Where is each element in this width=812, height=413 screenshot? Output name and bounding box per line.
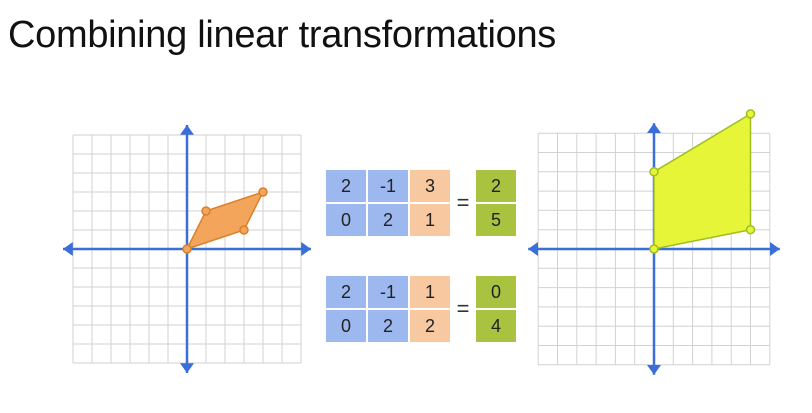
result-cell: 4: [476, 310, 516, 342]
result-cell: 0: [476, 276, 516, 308]
vector-cell: 1: [410, 276, 450, 308]
equals-sign: =: [456, 296, 470, 321]
matrix-cell: -1: [368, 170, 408, 202]
arrow-right-icon: [770, 242, 780, 256]
vertex-point: [649, 244, 659, 254]
arrow-down-icon: [647, 365, 661, 375]
left-coordinate-plane: [63, 125, 311, 373]
vertex-point: [745, 109, 756, 119]
matrix-cell: 0: [326, 204, 366, 236]
matrix-cell: 2: [368, 204, 408, 236]
matrix-1: 2 -1 0 2: [326, 170, 408, 236]
input-vector-1: 3 1: [410, 170, 450, 236]
result-vector-2: 0 4: [476, 276, 516, 342]
arrow-up-icon: [647, 123, 661, 133]
equals-sign: =: [456, 190, 470, 215]
equation-1: 2 -1 0 2 3 1 = 2 5: [326, 170, 516, 236]
parallelogram: [653, 112, 752, 250]
arrow-left-icon: [528, 242, 538, 256]
arrow-up-icon: [180, 125, 194, 135]
matrix-cell: 0: [326, 310, 366, 342]
page-title: Combining linear transformations: [8, 14, 556, 56]
arrow-right-icon: [301, 242, 311, 256]
vector-cell: 3: [410, 170, 450, 202]
result-cell: 5: [476, 204, 516, 236]
arrow-left-icon: [63, 242, 73, 256]
arrow-down-icon: [180, 363, 194, 373]
vertex-point: [258, 187, 268, 197]
vertex-point: [745, 224, 756, 235]
vertex-point: [649, 167, 659, 177]
input-vector-2: 1 2: [410, 276, 450, 342]
result-cell: 2: [476, 170, 516, 202]
matrix-cell: -1: [368, 276, 408, 308]
matrix-cell: 2: [326, 276, 366, 308]
vector-cell: 1: [410, 204, 450, 236]
matrix-2: 2 -1 0 2: [326, 276, 408, 342]
equation-2: 2 -1 0 2 1 2 = 0 4: [326, 276, 516, 342]
right-coordinate-plane: [528, 109, 780, 375]
vertex-point: [239, 225, 249, 235]
matrix-cell: 2: [326, 170, 366, 202]
vertex-point: [201, 206, 211, 216]
vector-cell: 2: [410, 310, 450, 342]
result-vector-1: 2 5: [476, 170, 516, 236]
vertex-point: [182, 244, 192, 254]
matrix-cell: 2: [368, 310, 408, 342]
